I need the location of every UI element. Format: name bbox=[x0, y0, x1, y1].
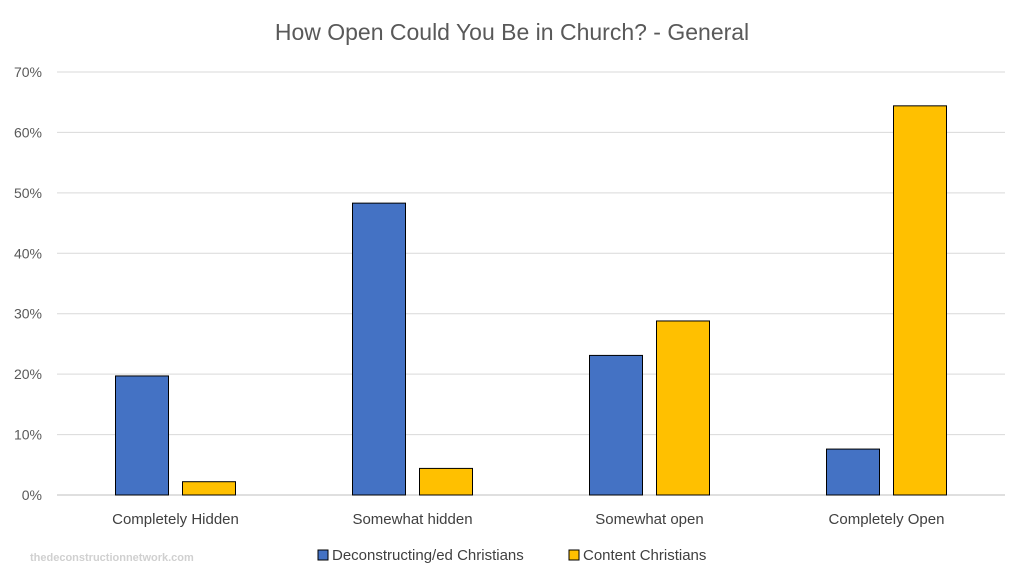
legend-swatch bbox=[568, 549, 580, 561]
y-tick-label: 70% bbox=[14, 64, 42, 80]
legend-label: Deconstructing/ed Christians bbox=[332, 547, 524, 564]
y-tick-label: 60% bbox=[14, 124, 42, 140]
chart-title: How Open Could You Be in Church? - Gener… bbox=[275, 19, 749, 45]
bar-deconstructing-1 bbox=[352, 202, 406, 496]
bar-content-2 bbox=[656, 320, 710, 496]
bar-deconstructing-2 bbox=[589, 354, 643, 496]
bar-deconstructing-0 bbox=[115, 375, 169, 496]
watermark: thedeconstructionnetwork.com bbox=[30, 552, 194, 564]
category-label: Somewhat open bbox=[595, 511, 703, 528]
category-label: Completely Open bbox=[829, 511, 945, 528]
category-label: Completely Hidden bbox=[112, 511, 239, 528]
legend-swatch bbox=[317, 549, 329, 561]
y-tick-label: 0% bbox=[22, 487, 42, 503]
category-label: Somewhat hidden bbox=[352, 511, 472, 528]
bar-deconstructing-3 bbox=[826, 448, 880, 496]
bars bbox=[115, 105, 947, 496]
gridlines bbox=[57, 71, 1005, 496]
x-axis-categories: Completely Hidden Somewhat hidden Somewhat… bbox=[112, 511, 944, 528]
y-tick-label: 30% bbox=[14, 306, 42, 322]
y-tick-label: 10% bbox=[14, 427, 42, 443]
legend-label: Content Christians bbox=[583, 547, 706, 564]
legend: Deconstructing/ed Christians Content Chri… bbox=[317, 547, 706, 564]
bar-content-0 bbox=[182, 481, 236, 496]
y-tick-label: 20% bbox=[14, 366, 42, 382]
bar-content-1 bbox=[419, 467, 473, 496]
y-tick-label: 40% bbox=[14, 245, 42, 261]
y-axis-ticks: 0% 10% 20% 30% 40% 50% 60% 70% bbox=[14, 64, 42, 503]
bar-content-3 bbox=[893, 105, 947, 496]
y-tick-label: 50% bbox=[14, 185, 42, 201]
